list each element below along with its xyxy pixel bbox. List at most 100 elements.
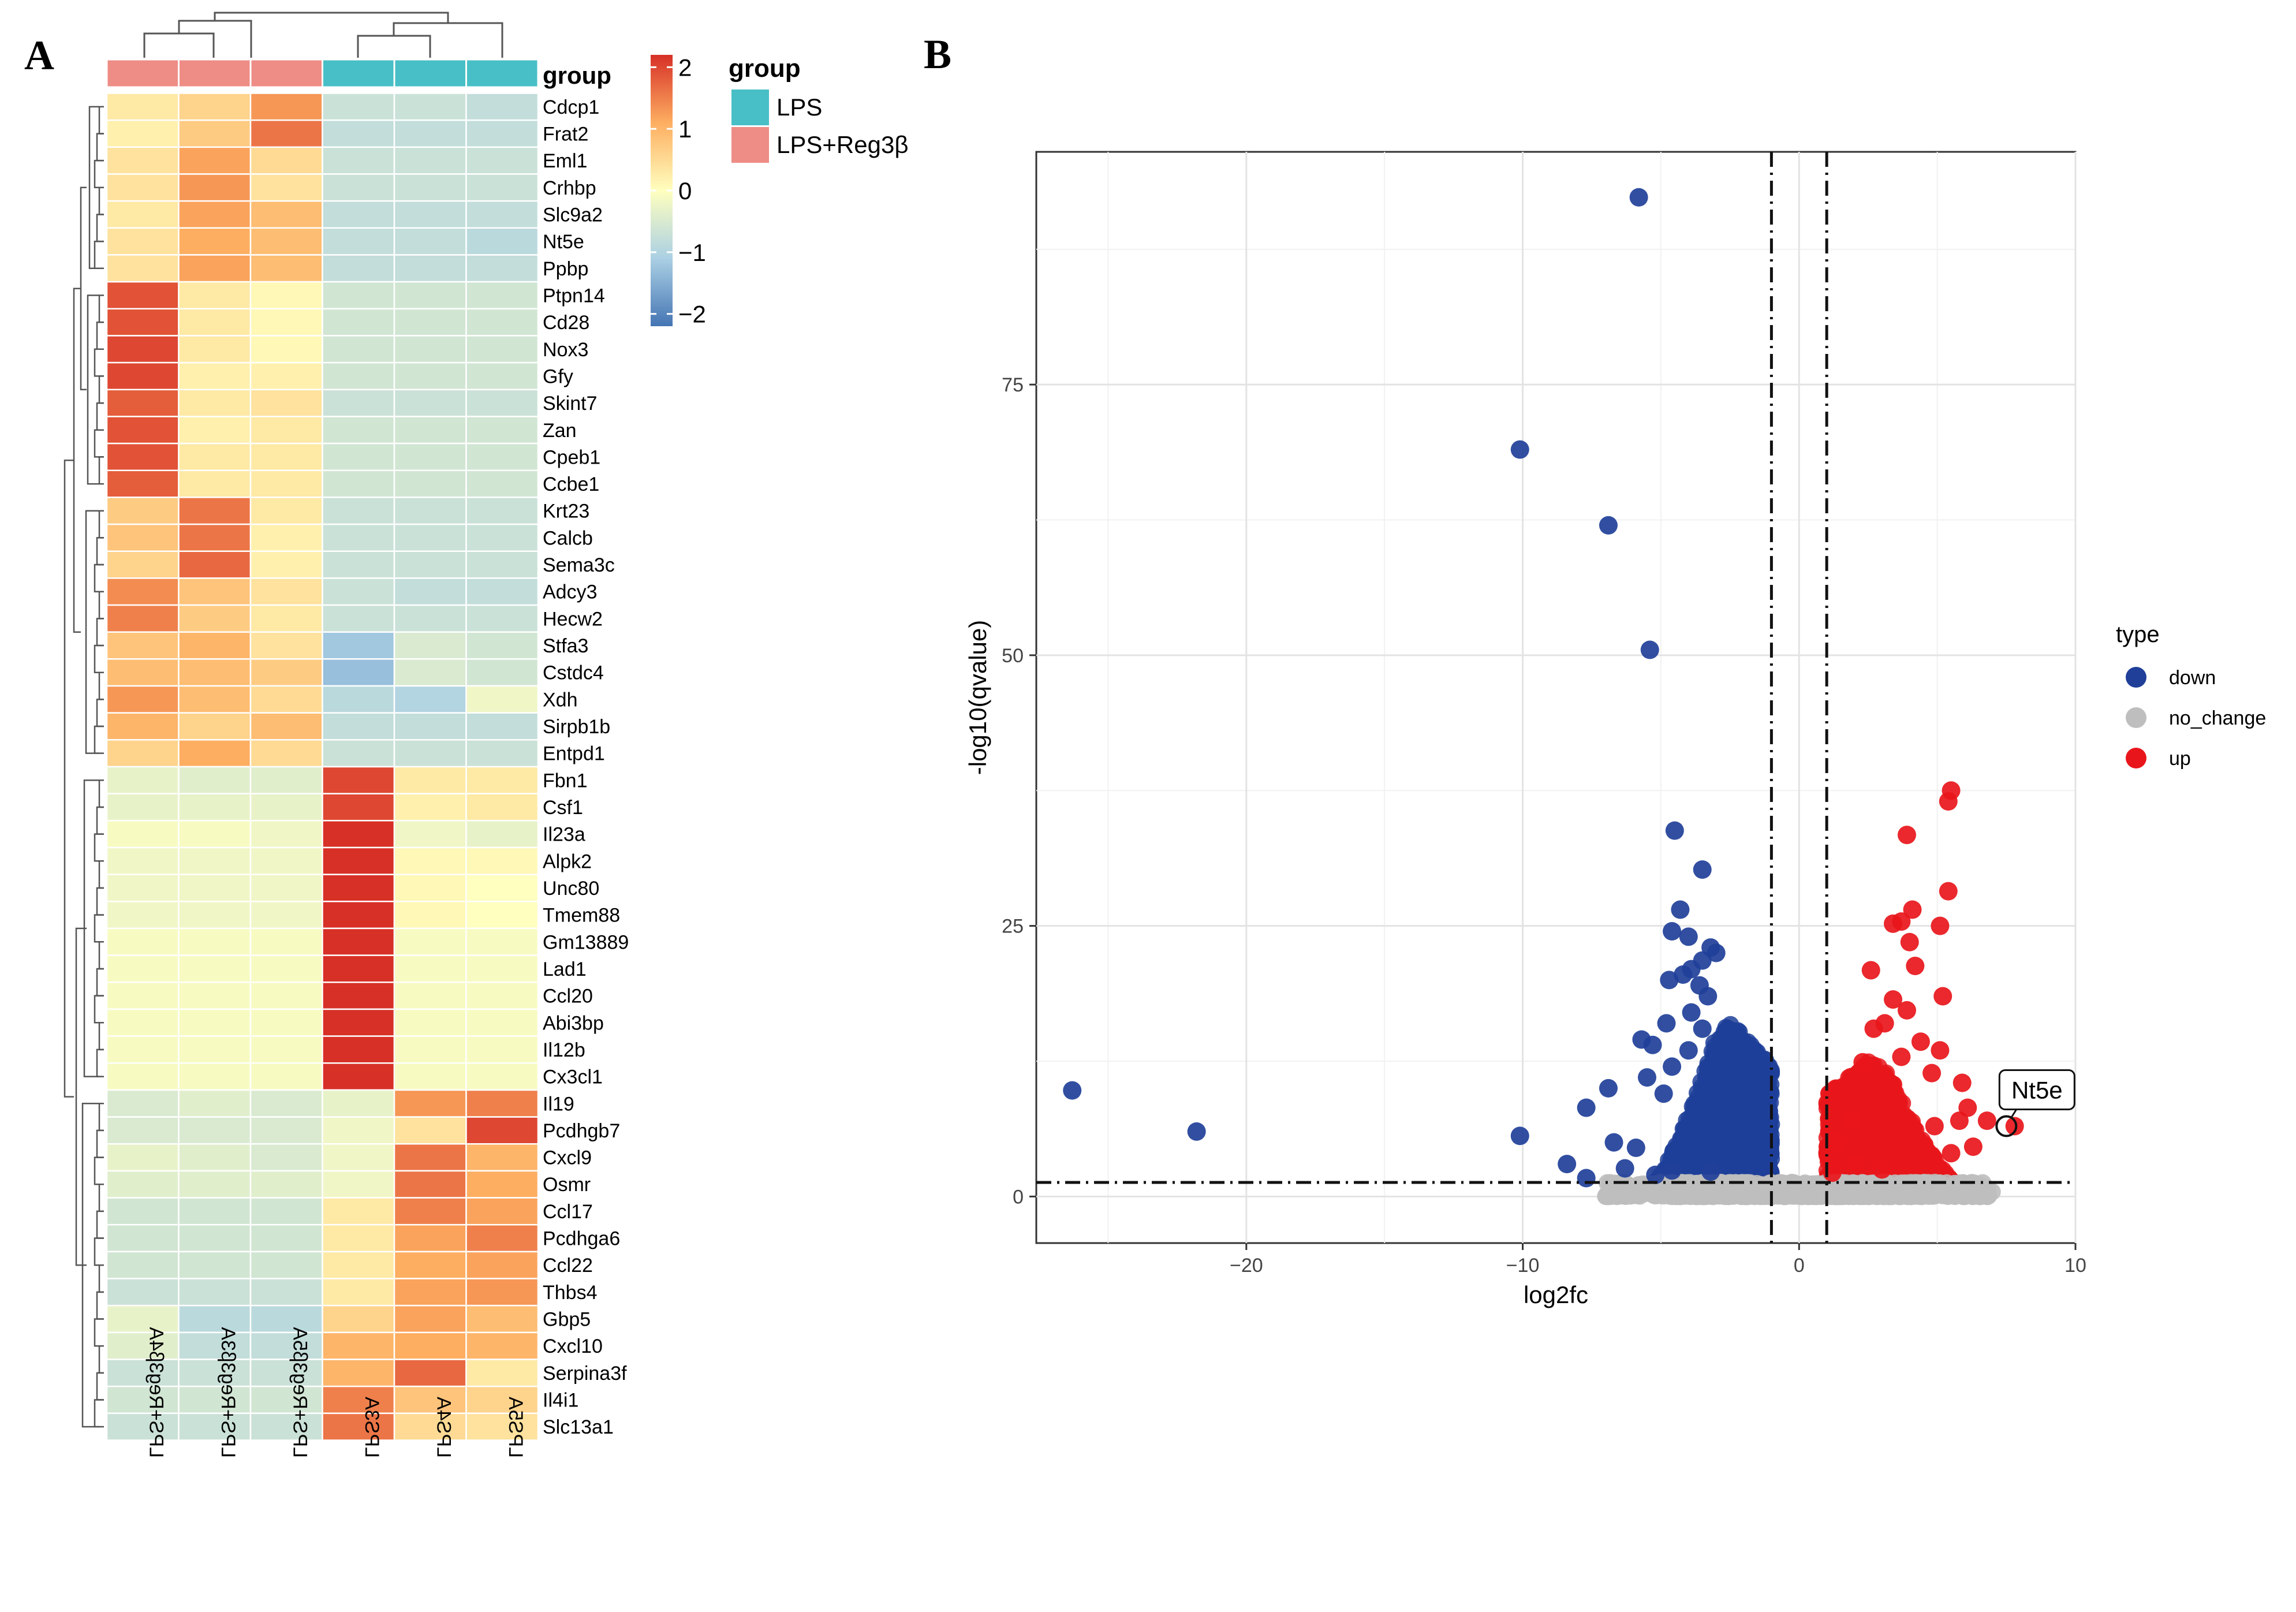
row-dendro-leaf-11 <box>96 402 104 431</box>
heatmap-cell-cstdc4-5 <box>465 658 539 687</box>
heatmap-cell-fbn1-0 <box>106 766 180 794</box>
heatmap-cell-pcdhgb7-4 <box>393 1116 467 1145</box>
heatmap-cell-gfy-0 <box>106 361 180 391</box>
heatmap-cell-lad1-0 <box>106 954 180 983</box>
heatmap-cell-tmem88-2 <box>249 901 323 930</box>
gene-label-ccbe1: Ccbe1 <box>543 473 599 495</box>
annotation-title: group <box>543 62 611 89</box>
row-dendro-leaf-34 <box>98 1022 104 1051</box>
heatmap-cell-il23a-3 <box>322 820 395 849</box>
heatmap-cell-crhbp-0 <box>106 173 180 202</box>
heatmap-cell-nox3-1 <box>178 335 252 364</box>
y-tick-label-0: 0 <box>1013 1186 1024 1208</box>
point-down-25 <box>1654 1084 1673 1103</box>
heatmap-cell-il12b-4 <box>393 1035 467 1064</box>
row-dendro-leaf-29 <box>96 887 104 916</box>
heatmap-cell-slc9a2-2 <box>249 200 323 229</box>
row-dendro-cluster-2 <box>85 510 99 754</box>
gene-label-ccl17: Ccl17 <box>543 1201 593 1223</box>
heatmap-cell-cd28-3 <box>322 308 395 337</box>
gene-label-abi3bp: Abi3bp <box>543 1012 604 1034</box>
heatmap-cell-stfa3-4 <box>393 631 467 660</box>
heatmap-cell-sirpb1b-0 <box>106 712 180 741</box>
heatmap-cell-slc9a2-5 <box>465 200 539 229</box>
row-dendro-leaf-4 <box>96 214 104 242</box>
heatmap-cell-tmem88-1 <box>178 901 252 930</box>
point-down-4 <box>1665 821 1684 840</box>
heatmap-cell-stfa3-1 <box>178 631 252 660</box>
heatmap-cell-pcdhga6-2 <box>249 1223 323 1253</box>
gene-label-il12b: Il12b <box>543 1039 585 1061</box>
heatmap-cell-eml1-2 <box>249 146 323 175</box>
point-up-18 <box>1892 1047 1911 1066</box>
gene-label-cd28: Cd28 <box>543 312 589 334</box>
heatmap-cell-eml1-3 <box>322 146 395 175</box>
heatmap-cell-gfy-1 <box>178 361 252 391</box>
row-dendro-leaf-17 <box>94 564 104 592</box>
gene-label-il23a: Il23a <box>543 824 585 846</box>
point-down-10 <box>1707 943 1726 962</box>
row-dendro-leaf-18 <box>98 591 104 620</box>
heatmap-cell-cstdc4-1 <box>178 658 252 687</box>
heatmap-cell-skint7-1 <box>178 389 252 417</box>
heatmap-cell-lad1-3 <box>322 954 395 983</box>
gene-label-frat2: Frat2 <box>543 123 588 145</box>
gene-label-krt23: Krt23 <box>543 501 589 523</box>
gene-label-cdcp1: Cdcp1 <box>543 96 599 118</box>
heatmap-cell-cd28-4 <box>393 308 467 337</box>
heatmap-cell-osmr-4 <box>393 1170 467 1199</box>
heatmap-cell-cpeb1-5 <box>465 442 539 471</box>
heatmap-cell-crhbp-4 <box>393 173 467 202</box>
cluster-point-down <box>1753 1100 1771 1118</box>
gene-label-xdh: Xdh <box>543 689 578 711</box>
heatmap-cell-adcy3-3 <box>322 577 395 606</box>
heatmap-cell-ccl20-2 <box>249 982 323 1010</box>
point-down-3 <box>1640 640 1659 659</box>
heatmap-cell-unc80-1 <box>178 874 252 902</box>
heatmap-cell-krt23-4 <box>393 497 467 525</box>
sample-label-lps-reg3-4a: LPS+Reg3β4A <box>145 1327 167 1458</box>
row-dendro-leaf-23 <box>94 725 104 754</box>
heatmap-cell-slc13a1-1 <box>178 1412 252 1441</box>
gene-label-gfy: Gfy <box>543 365 573 387</box>
x-tick-label-1: −10 <box>1506 1255 1540 1277</box>
heatmap-cell-krt23-0 <box>106 497 180 525</box>
heatmap-cell-unc80-5 <box>465 874 539 902</box>
heatmap-cell-unc80-2 <box>249 874 323 902</box>
group-annotation-bar <box>106 58 539 88</box>
cluster-point-up <box>1821 1096 1839 1114</box>
sample-label-lps5a: LPS5A <box>505 1397 527 1458</box>
heatmap-cell-gm13889-5 <box>465 927 539 956</box>
heatmap-cell-gfy-2 <box>249 361 323 391</box>
row-dendro-leaf-7 <box>98 294 104 323</box>
heatmap-cell-ppbp-2 <box>249 254 323 283</box>
row-dendro-leaf-48 <box>94 1399 104 1428</box>
point-up-27 <box>1842 1111 1861 1130</box>
heatmap-cell-il19-0 <box>106 1089 180 1118</box>
heatmap-cell-ptpn14-0 <box>106 281 180 310</box>
point-up-30 <box>1847 1155 1866 1174</box>
cluster-point-up <box>1921 1146 1939 1164</box>
heatmap-cell-cxcl9-4 <box>393 1143 467 1172</box>
heatmap-cell-pcdhgb7-1 <box>178 1116 252 1145</box>
row-dendro-leaf-28 <box>98 860 104 889</box>
cluster-point-no-change <box>1808 1186 1825 1204</box>
heatmap-cell-osmr-2 <box>249 1170 323 1199</box>
point-up-15 <box>1864 1019 1883 1038</box>
point-down-27 <box>1577 1098 1596 1117</box>
nt5e-leader <box>2010 1108 2018 1119</box>
gene-label-ccl20: Ccl20 <box>543 986 593 1007</box>
row-dendro-leaf-26 <box>96 806 104 835</box>
point-down-17 <box>1657 1014 1676 1033</box>
legend-label-lps: LPS <box>776 94 822 121</box>
heatmap-cell-xdh-4 <box>393 685 467 714</box>
y-axis-label: -log10(qvalue) <box>964 620 991 775</box>
annotation-cell-lps3a <box>322 58 395 88</box>
heatmap-cell-cxcl10-3 <box>322 1331 395 1360</box>
heatmap-cell-ccl20-5 <box>465 982 539 1010</box>
heatmap-cell-ppbp-0 <box>106 254 180 283</box>
gene-label-unc80: Unc80 <box>543 878 599 900</box>
point-up-33 <box>1963 1137 1983 1156</box>
gene-label-slc13a1: Slc13a1 <box>543 1416 614 1438</box>
